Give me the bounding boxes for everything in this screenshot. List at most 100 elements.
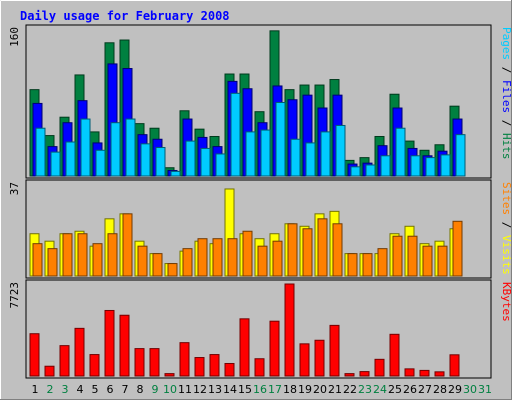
bar-pages-day-12 [200,147,211,177]
legend-item--1: / [500,60,512,80]
bar-kbytes-day-24 [374,358,385,377]
bar-kbytes-day-16 [254,358,265,377]
x-tick-label-day-15: 15 [238,383,252,396]
bar-pages-day-8 [140,143,151,177]
bar-pages-day-15 [245,131,256,177]
x-tick-label-day-4: 4 [77,383,84,396]
x-tick-label-day-25: 25 [388,383,402,396]
x-tick-label-day-11: 11 [178,383,192,396]
bar-pages-day-10 [170,170,181,177]
x-tick-label-day-1: 1 [32,383,39,396]
bar-pages-day-3 [65,141,76,177]
bar-sites-day-17 [272,240,283,277]
x-tick-label-day-31: 31 [478,383,492,396]
bar-sites-day-10 [167,263,178,277]
legend-item-visits-2: Visits [500,235,512,275]
bar-kbytes-day-9 [149,348,160,377]
bar-kbytes-day-23 [359,371,370,377]
bar-sites-day-5 [92,243,103,277]
x-tick-label-day-12: 12 [193,383,207,396]
x-tick-label-day-22: 22 [343,383,357,396]
panels-layer: 160 Pages / Files / Hits 37 Sites / Visits 7… [8,24,512,379]
x-axis-labels: 1 2 3 4 5 6 7 8 9 10 11 12 13 14 15 16 17 18 19 20 21 22 23 24 2… [32,383,493,396]
x-tick-label-day-23: 23 [358,383,372,396]
bar-kbytes-day-26 [404,368,415,377]
bar-kbytes-day-2 [44,365,55,377]
legend-hits-files-pages: Pages / Files / Hits [500,27,512,160]
bar-pages-day-14 [230,92,241,177]
bar-kbytes-day-13 [209,354,220,377]
bar-pages-day-9 [155,147,166,177]
x-tick-label-day-3: 3 [62,383,69,396]
bar-pages-day-5 [95,149,106,177]
bar-pages-day-16 [260,129,271,177]
bar-kbytes-day-17 [269,320,280,377]
bar-kbytes-day-12 [194,357,205,377]
ymax-label-kbytes: 7723 [8,282,21,309]
x-tick-label-day-6: 6 [107,383,114,396]
bar-pages-day-25 [395,127,406,177]
bar-sites-day-1 [32,243,43,277]
bar-sites-day-2 [47,248,58,277]
bar-pages-day-23 [365,164,376,177]
bar-kbytes-day-14 [224,362,235,377]
x-tick-label-day-21: 21 [328,383,342,396]
bar-pages-day-17 [275,102,286,177]
x-tick-label-day-27: 27 [418,383,432,396]
bar-kbytes-day-15 [239,318,250,377]
panel-hits-files-pages: 160 Pages / Files / Hits [8,24,512,179]
x-tick-label-day-13: 13 [208,383,222,396]
bar-sites-day-18 [287,223,298,277]
x-tick-label-day-9: 9 [152,383,159,396]
bar-kbytes-day-19 [299,343,310,377]
x-tick-label-day-10: 10 [163,383,177,396]
bar-pages-day-20 [320,131,331,177]
bar-sites-day-9 [152,253,163,277]
panel-visits-sites: 37 Sites / Visits [8,179,512,279]
legend-item-files-2: Files [500,80,512,113]
x-tick-label-day-5: 5 [92,383,99,396]
bar-sites-day-7 [122,213,133,277]
legend-item-pages-0: Pages [500,27,512,60]
bar-kbytes-day-3 [59,345,70,377]
bar-pages-day-18 [290,138,301,177]
bar-kbytes-day-5 [89,354,100,377]
bar-sites-day-16 [257,245,268,277]
bar-pages-day-26 [410,155,421,177]
bar-kbytes-day-21 [329,324,340,377]
legend-item-sites-0: Sites [500,182,512,215]
bar-sites-day-27 [422,245,433,277]
x-tick-label-day-19: 19 [298,383,312,396]
bar-sites-day-15 [242,230,253,277]
bar-pages-day-7 [125,118,136,177]
x-tick-label-day-29: 29 [448,383,462,396]
bar-sites-day-28 [437,245,448,277]
bar-pages-day-4 [80,118,91,177]
bar-pages-day-28 [440,154,451,177]
bar-sites-day-14 [227,238,238,277]
bar-sites-day-29 [452,220,463,277]
x-tick-label-day-30: 30 [463,383,477,396]
bar-sites-day-21 [332,223,343,277]
ymax-label-visits-sites: 37 [8,182,21,195]
bar-kbytes-day-20 [314,339,325,377]
bar-pages-day-19 [305,142,316,177]
bar-pages-day-22 [350,166,361,177]
bar-kbytes-day-7 [119,314,130,377]
bar-sites-day-20 [317,218,328,277]
x-tick-label-day-17: 17 [268,383,282,396]
legend-item-kbytes-0: KBytes [500,282,512,322]
x-tick-label-day-8: 8 [137,383,144,396]
bar-pages-day-1 [35,127,46,177]
chart-title: Daily usage for February 2008 [20,9,230,23]
x-tick-label-day-14: 14 [223,383,237,396]
bar-pages-day-2 [50,151,61,177]
bar-sites-day-11 [182,248,193,277]
bar-kbytes-day-6 [104,309,115,377]
ymax-label-hits-files-pages: 160 [8,27,21,47]
x-tick-label-day-24: 24 [373,383,387,396]
legend-item--3: / [500,113,512,133]
bar-sites-day-6 [107,233,118,277]
